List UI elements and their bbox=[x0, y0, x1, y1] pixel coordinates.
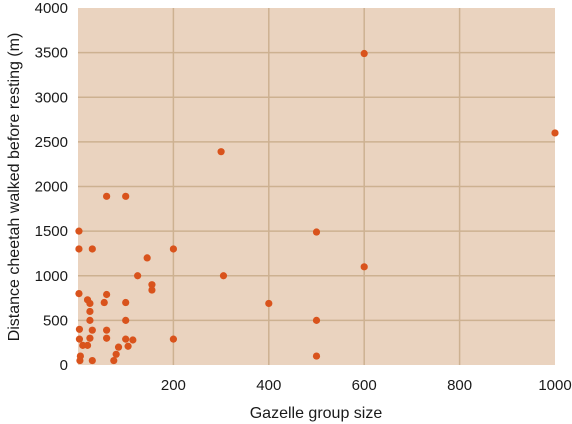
data-point bbox=[312, 228, 321, 236]
x-tick-label: 400 bbox=[256, 377, 281, 394]
data-point bbox=[122, 316, 130, 324]
data-point bbox=[88, 356, 96, 365]
data-point bbox=[129, 336, 137, 344]
data-point bbox=[75, 335, 84, 343]
data-point bbox=[103, 290, 111, 299]
x-tick-label: 200 bbox=[161, 377, 186, 394]
x-tick-label: 1000 bbox=[538, 377, 571, 394]
data-point bbox=[169, 245, 177, 253]
data-point bbox=[122, 298, 130, 307]
y-tick-label: 1000 bbox=[35, 268, 68, 285]
data-point bbox=[75, 290, 83, 298]
y-tick-label: 1500 bbox=[35, 223, 68, 240]
data-point bbox=[75, 325, 84, 333]
data-point bbox=[103, 192, 111, 200]
data-point bbox=[169, 335, 177, 343]
y-tick-label: 3000 bbox=[35, 89, 68, 106]
data-point bbox=[114, 343, 123, 351]
data-point bbox=[312, 352, 321, 360]
data-point bbox=[75, 227, 83, 235]
data-point bbox=[86, 299, 94, 308]
data-point bbox=[122, 335, 130, 343]
x-tick-label: 800 bbox=[447, 377, 472, 394]
data-point bbox=[148, 281, 156, 289]
data-point bbox=[88, 245, 96, 253]
data-point bbox=[75, 245, 83, 253]
data-point bbox=[103, 326, 111, 334]
data-point bbox=[124, 342, 132, 350]
data-point bbox=[217, 148, 225, 156]
data-point bbox=[86, 334, 94, 342]
y-tick-label: 4000 bbox=[35, 0, 68, 17]
data-point bbox=[76, 356, 84, 365]
data-points bbox=[75, 49, 559, 365]
data-point bbox=[312, 316, 321, 324]
data-point bbox=[148, 286, 156, 294]
data-point bbox=[219, 272, 228, 280]
data-point bbox=[360, 263, 368, 271]
data-point bbox=[100, 298, 108, 307]
data-point bbox=[83, 341, 92, 349]
data-point bbox=[86, 316, 94, 324]
x-axis-label: Gazelle group size bbox=[250, 405, 383, 422]
data-point bbox=[143, 254, 151, 262]
data-point bbox=[112, 350, 120, 358]
y-tick-label: 500 bbox=[43, 312, 68, 329]
data-point bbox=[360, 49, 368, 58]
y-tick-label: 3500 bbox=[35, 45, 68, 62]
data-point bbox=[265, 299, 273, 308]
y-tick-label: 0 bbox=[60, 357, 68, 374]
data-point bbox=[110, 356, 118, 365]
x-tick-label: 600 bbox=[352, 377, 377, 394]
data-point bbox=[86, 307, 94, 316]
x-tick-labels: 200 400 600 800 1000 bbox=[161, 377, 572, 394]
y-tick-label: 2500 bbox=[35, 134, 68, 151]
data-point bbox=[134, 272, 142, 280]
data-point bbox=[103, 334, 111, 342]
y-tick-label: 2000 bbox=[35, 179, 68, 196]
data-point bbox=[88, 326, 96, 334]
y-tick-labels: 0 500 1000 1500 2000 2500 3000 3500 4000 bbox=[35, 0, 68, 374]
data-point bbox=[551, 129, 559, 137]
y-axis-label: Distance cheetah walked before resting (… bbox=[6, 33, 23, 342]
data-point bbox=[122, 192, 130, 200]
